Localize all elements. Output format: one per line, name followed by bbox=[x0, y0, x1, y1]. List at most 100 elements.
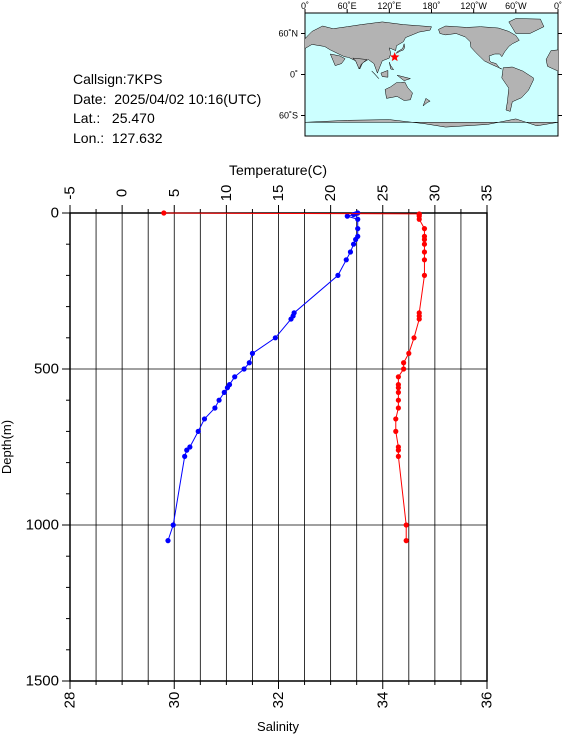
salinity-data-point bbox=[395, 374, 401, 380]
depth-ticks: 0 500 1000 1500 bbox=[26, 205, 70, 690]
temperature-data-point bbox=[232, 374, 238, 380]
temperature-data-point bbox=[272, 335, 278, 341]
depth-tick-label: 1500 bbox=[26, 673, 59, 690]
salinity-data-point bbox=[411, 335, 417, 341]
temperature-data-point bbox=[355, 216, 361, 222]
temperature-data-point bbox=[353, 236, 359, 243]
salinity-data-point bbox=[403, 538, 409, 544]
temperature-data-point bbox=[343, 257, 349, 263]
temperature-data-point bbox=[184, 447, 190, 453]
salinity-data-point bbox=[395, 453, 401, 459]
map-longitude-label: 120˚W bbox=[460, 1, 487, 11]
salinity-tick-label: 30 bbox=[166, 692, 183, 709]
temperature-tick-label: -5 bbox=[62, 186, 79, 199]
temperature-data-point bbox=[249, 350, 256, 356]
map-latitude-labels: 60˚N 0˚ 60˚S bbox=[278, 29, 298, 121]
map-longitude-labels: 0˚ 60˚E 120˚E 180˚ 120˚W 60˚W 0˚ bbox=[301, 1, 562, 11]
salinity-data-point bbox=[393, 428, 399, 434]
depth-tick-label: 500 bbox=[34, 361, 59, 378]
map-continent bbox=[305, 118, 558, 136]
temperature-tick-label: 25 bbox=[374, 185, 391, 202]
salinity-ticks: 28 30 32 34 36 bbox=[62, 681, 496, 708]
map-longitude-label: 120˚E bbox=[377, 1, 401, 11]
date-text: Date: 2025/04/02 10:16(UTC) bbox=[73, 90, 262, 107]
salinity-tick-label: 34 bbox=[374, 692, 391, 709]
temperature-tick-label: 0 bbox=[114, 189, 131, 197]
temperature-tick-label: 5 bbox=[166, 189, 183, 197]
salinity-data-point bbox=[395, 397, 401, 403]
map-continent bbox=[545, 49, 558, 72]
map-latitude-label: 60˚N bbox=[278, 29, 298, 39]
temperature-data-point bbox=[288, 316, 294, 322]
salinity-data-point bbox=[395, 389, 401, 395]
temperature-data-point bbox=[201, 416, 208, 422]
temperature-data-point bbox=[221, 389, 227, 395]
temperature-tick-label: 10 bbox=[218, 185, 235, 202]
temperature-data-point bbox=[216, 397, 222, 403]
temperature-data-point bbox=[195, 428, 201, 434]
star-icon bbox=[389, 52, 400, 62]
map-continent bbox=[422, 98, 431, 107]
salinity-axis-label: Salinity bbox=[257, 719, 299, 734]
map-continent bbox=[384, 81, 413, 101]
depth-axis-label: Depth(m) bbox=[0, 420, 14, 474]
temperature-tick-label: 30 bbox=[426, 185, 443, 202]
salinity-tick-label: 36 bbox=[479, 692, 496, 709]
map-continent bbox=[305, 21, 432, 74]
salinity-tick-label: 32 bbox=[270, 692, 287, 709]
map-continent bbox=[501, 66, 534, 112]
map-latitude-label: 0˚ bbox=[290, 70, 298, 80]
salinity-data-point bbox=[406, 350, 412, 356]
salinity-profile-line bbox=[163, 212, 425, 541]
salinity-data-point bbox=[421, 249, 428, 255]
salinity-data-point bbox=[401, 366, 407, 372]
temperature-data-point bbox=[350, 211, 357, 218]
map-land bbox=[305, 18, 558, 136]
map-continent bbox=[371, 70, 379, 79]
temperature-data-point bbox=[241, 366, 247, 372]
temperature-data-point bbox=[355, 226, 361, 232]
salinity-data-point bbox=[161, 210, 167, 216]
map-longitude-label: 0˚ bbox=[301, 1, 309, 11]
temperature-tick-label: 15 bbox=[270, 185, 287, 202]
salinity-data-point bbox=[395, 385, 401, 391]
map-continent bbox=[329, 53, 346, 66]
depth-tick-label: 0 bbox=[51, 205, 59, 222]
temperature-profile-line bbox=[167, 212, 359, 541]
temperature-data-point bbox=[165, 538, 171, 544]
salinity-data-point bbox=[416, 316, 422, 322]
temperature-axis-label: Temperature(C) bbox=[229, 162, 327, 178]
map-continent bbox=[395, 43, 406, 54]
salinity-data-point bbox=[421, 236, 428, 243]
temperature-data-point bbox=[170, 522, 176, 528]
temperature-data-point bbox=[335, 272, 341, 278]
chart-grid bbox=[70, 213, 487, 681]
salinity-tick-label: 28 bbox=[62, 692, 79, 709]
map-continent bbox=[389, 62, 395, 71]
map-ticks bbox=[301, 9, 562, 116]
map-longitude-label: 180˚ bbox=[422, 1, 440, 11]
temperature-data-point bbox=[344, 213, 350, 219]
map-longitude-label: 60˚W bbox=[505, 1, 527, 11]
salinity-data-point bbox=[401, 360, 407, 366]
longitude-text: Lon.: 127.632 bbox=[73, 129, 163, 146]
map-longitude-label: 0˚ bbox=[554, 1, 562, 11]
callsign-text: Callsign:7KPS bbox=[73, 71, 163, 87]
temperature-data-point bbox=[246, 360, 252, 366]
map-continent bbox=[396, 74, 412, 81]
series-layer bbox=[161, 210, 428, 544]
world-map: 0˚ 60˚E 120˚E 180˚ 120˚W 60˚W 0˚ 60˚N 0˚ 60˚S bbox=[278, 1, 562, 137]
temperature-tick-label: 35 bbox=[479, 185, 496, 202]
salinity-data-point bbox=[416, 216, 422, 222]
salinity-data-point bbox=[421, 241, 428, 247]
map-continent bbox=[352, 57, 368, 70]
salinity-data-point bbox=[421, 257, 428, 263]
map-continent bbox=[438, 25, 520, 70]
depth-tick-label: 1000 bbox=[26, 517, 59, 534]
salinity-data-point bbox=[421, 272, 428, 278]
map-continent bbox=[380, 70, 389, 78]
temperature-data-point bbox=[350, 241, 357, 247]
temperature-data-point bbox=[212, 405, 218, 411]
temperature-data-point bbox=[224, 385, 231, 391]
